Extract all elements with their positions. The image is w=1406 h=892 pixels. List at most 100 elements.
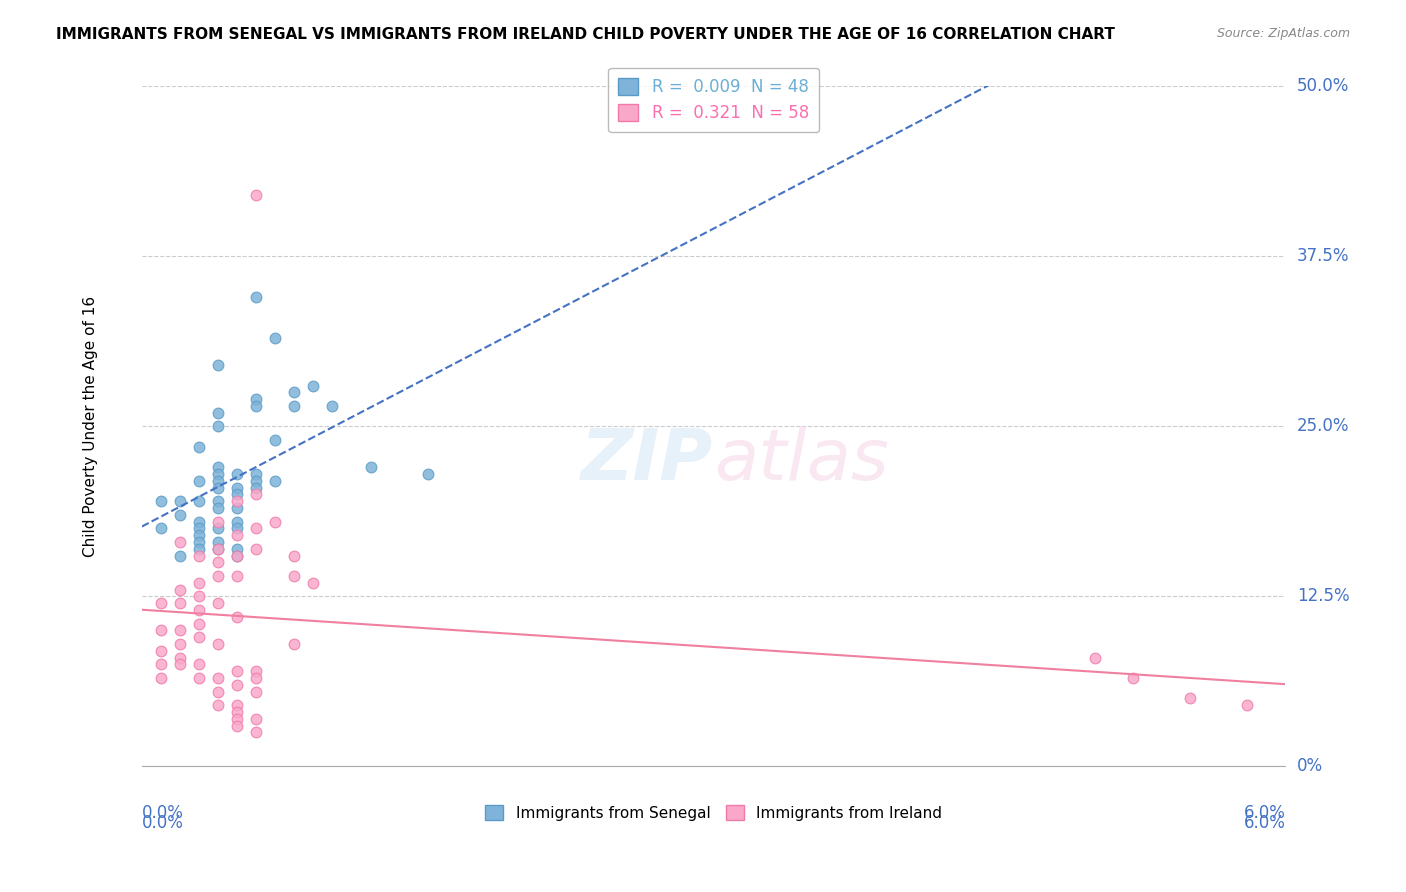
Point <box>226 664 249 678</box>
Point <box>207 555 229 569</box>
Point <box>416 467 439 481</box>
Point <box>207 698 229 713</box>
Point <box>245 392 267 407</box>
Point <box>149 624 172 638</box>
Point <box>207 541 229 556</box>
Point <box>283 569 305 583</box>
Point <box>188 603 211 617</box>
Point <box>169 596 191 610</box>
Point <box>1084 650 1107 665</box>
Point <box>207 474 229 488</box>
Point <box>188 630 211 644</box>
Text: 6.0%: 6.0% <box>1243 814 1285 832</box>
Point <box>226 528 249 542</box>
Point <box>302 378 325 392</box>
Point <box>149 671 172 685</box>
Point <box>169 624 191 638</box>
Point <box>226 521 249 535</box>
Point <box>149 657 172 672</box>
Point <box>207 358 229 372</box>
Point <box>226 481 249 495</box>
Point <box>226 705 249 719</box>
Text: 6.0%: 6.0% <box>1243 804 1285 822</box>
Point <box>188 616 211 631</box>
Point <box>207 684 229 698</box>
Point <box>226 712 249 726</box>
Point <box>188 657 211 672</box>
Point <box>169 535 191 549</box>
Point <box>226 609 249 624</box>
Point <box>1122 671 1144 685</box>
Point <box>169 494 191 508</box>
Point <box>302 575 325 590</box>
Point <box>188 549 211 563</box>
Point <box>264 474 287 488</box>
Point <box>207 460 229 475</box>
Text: 0.0%: 0.0% <box>142 814 184 832</box>
Point <box>188 590 211 604</box>
Point <box>169 650 191 665</box>
Point <box>245 541 267 556</box>
Point <box>226 698 249 713</box>
Point <box>207 541 229 556</box>
Point <box>245 399 267 413</box>
Point <box>245 474 267 488</box>
Point <box>207 671 229 685</box>
Point <box>283 385 305 400</box>
Text: IMMIGRANTS FROM SENEGAL VS IMMIGRANTS FROM IRELAND CHILD POVERTY UNDER THE AGE O: IMMIGRANTS FROM SENEGAL VS IMMIGRANTS FR… <box>56 27 1115 42</box>
Point <box>245 684 267 698</box>
Point <box>207 535 229 549</box>
Point <box>226 487 249 501</box>
Text: 37.5%: 37.5% <box>1296 247 1350 266</box>
Point <box>207 467 229 481</box>
Legend: Immigrants from Senegal, Immigrants from Ireland: Immigrants from Senegal, Immigrants from… <box>479 798 948 827</box>
Point <box>226 569 249 583</box>
Point <box>360 460 382 475</box>
Point <box>188 474 211 488</box>
Point <box>283 637 305 651</box>
Point <box>245 481 267 495</box>
Point <box>188 521 211 535</box>
Point <box>169 582 191 597</box>
Point <box>226 678 249 692</box>
Point <box>188 528 211 542</box>
Point <box>245 671 267 685</box>
Point <box>207 481 229 495</box>
Text: ZIP: ZIP <box>581 425 714 495</box>
Point <box>245 188 267 202</box>
Text: 50.0%: 50.0% <box>1296 78 1350 95</box>
Point <box>149 494 172 508</box>
Point <box>149 644 172 658</box>
Point <box>226 549 249 563</box>
Point <box>149 596 172 610</box>
Point <box>188 575 211 590</box>
Point <box>264 515 287 529</box>
Text: Child Poverty Under the Age of 16: Child Poverty Under the Age of 16 <box>83 296 98 557</box>
Point <box>169 508 191 522</box>
Point <box>207 494 229 508</box>
Point <box>149 521 172 535</box>
Point <box>207 515 229 529</box>
Point <box>207 569 229 583</box>
Text: 0.0%: 0.0% <box>142 804 184 822</box>
Point <box>207 521 229 535</box>
Point <box>226 718 249 732</box>
Point <box>226 515 249 529</box>
Point <box>226 467 249 481</box>
Point <box>283 549 305 563</box>
Point <box>245 664 267 678</box>
Point <box>207 406 229 420</box>
Point <box>226 494 249 508</box>
Point <box>188 515 211 529</box>
Point <box>245 712 267 726</box>
Point <box>264 433 287 447</box>
Point <box>283 399 305 413</box>
Point <box>169 549 191 563</box>
Point <box>226 541 249 556</box>
Text: 25.0%: 25.0% <box>1296 417 1350 435</box>
Text: 12.5%: 12.5% <box>1296 587 1350 606</box>
Point <box>245 487 267 501</box>
Text: Source: ZipAtlas.com: Source: ZipAtlas.com <box>1216 27 1350 40</box>
Text: atlas: atlas <box>714 425 889 495</box>
Point <box>245 467 267 481</box>
